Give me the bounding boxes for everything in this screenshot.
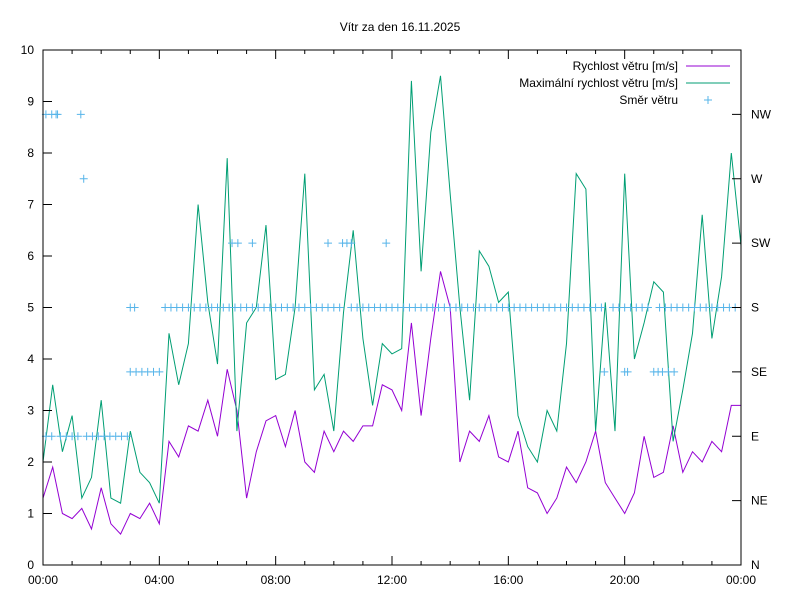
direction-point: [47, 432, 56, 441]
direction-point: [73, 432, 82, 441]
direction-point: [643, 303, 652, 312]
direction-point: [597, 303, 606, 312]
series-line-max-speed: [42, 75, 742, 504]
x-tick-label: 00:00: [726, 573, 756, 587]
direction-point: [76, 110, 85, 119]
x-tick-label: 12:00: [377, 573, 407, 587]
direction-point: [155, 367, 164, 376]
y-tick-label: 2: [27, 455, 34, 469]
x-tick-label: 16:00: [493, 573, 523, 587]
direction-point: [382, 239, 391, 248]
y-tick-label: 5: [27, 301, 34, 315]
legend-swatch-direction: [704, 96, 712, 104]
y-tick-label: 1: [27, 507, 34, 521]
direction-point: [79, 174, 88, 183]
y2-tick-label: NE: [751, 494, 768, 508]
x-tick-label: 00:00: [28, 573, 58, 587]
direction-point: [623, 367, 632, 376]
y-tick-label: 7: [27, 198, 34, 212]
y2-tick-label: NW: [751, 107, 772, 121]
legend-label-speed: Rychlost větru [m/s]: [573, 59, 678, 73]
x-tick-label: 20:00: [610, 573, 640, 587]
x-tick-label: 04:00: [144, 573, 174, 587]
direction-point: [347, 239, 356, 248]
y2-tick-label: SW: [751, 236, 771, 250]
y-tick-label: 3: [27, 404, 34, 418]
y2-tick-label: S: [751, 301, 759, 315]
series-line-speed: [42, 271, 741, 535]
direction-point: [670, 367, 679, 376]
direction-point: [324, 239, 333, 248]
direction-point: [248, 239, 257, 248]
y-tick-label: 6: [27, 249, 34, 263]
y-tick-label: 0: [27, 558, 34, 572]
y2-tick-label: E: [751, 429, 759, 443]
y2-tick-label: SE: [751, 365, 767, 379]
x-tick-label: 08:00: [261, 573, 291, 587]
direction-point: [53, 110, 62, 119]
direction-point: [130, 303, 139, 312]
y-tick-label: 9: [27, 95, 34, 109]
direction-point: [233, 239, 242, 248]
y-tick-label: 4: [27, 352, 34, 366]
legend-label-max-speed: Maximální rychlost větru [m/s]: [519, 76, 678, 90]
y2-tick-label: W: [751, 172, 763, 186]
y-tick-label: 8: [27, 146, 34, 160]
legend-label-direction: Směr větru: [619, 93, 678, 107]
direction-point: [123, 432, 132, 441]
chart-title: Vítr za den 16.11.2025: [340, 20, 461, 34]
legend: Rychlost větru [m/s] Maximální rychlost …: [519, 59, 730, 107]
direction-point: [335, 303, 344, 312]
direction-point: [600, 367, 609, 376]
y2-tick-label: N: [751, 558, 760, 572]
y-tick-label: 10: [21, 43, 35, 57]
